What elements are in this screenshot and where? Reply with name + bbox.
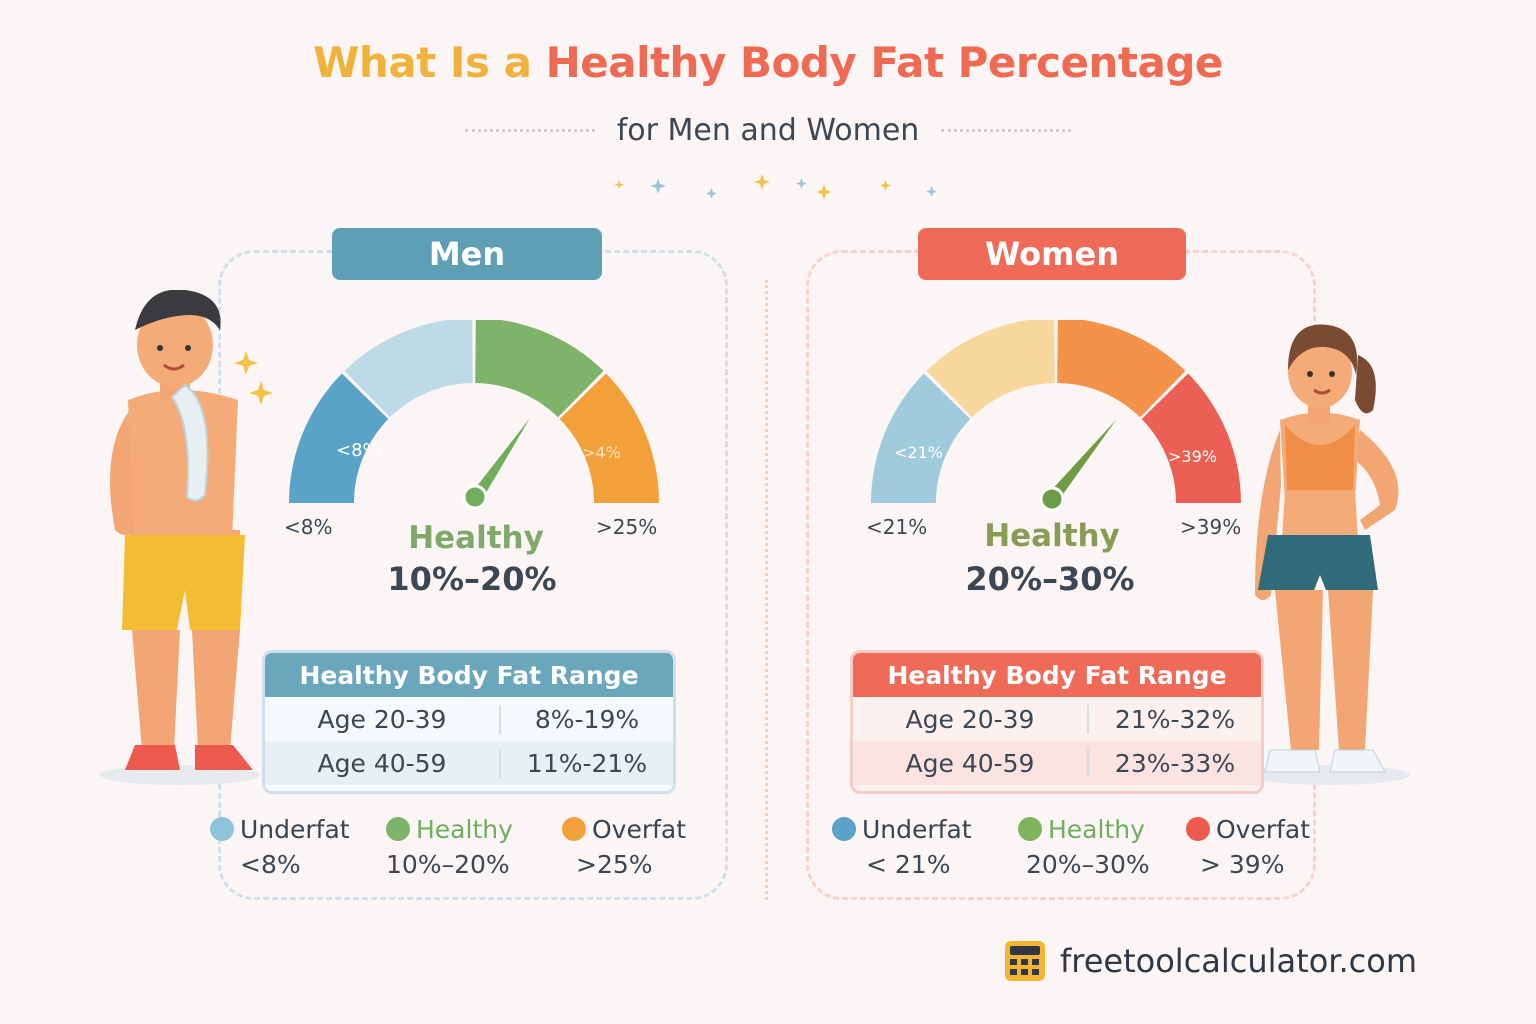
men-header: Men xyxy=(332,228,602,280)
legend-label: Underfat xyxy=(862,814,972,844)
men-gauge: <8% >4% xyxy=(289,320,659,510)
men-gauge-segment-3 xyxy=(475,320,604,418)
women-gauge-hub xyxy=(1039,486,1065,512)
man-illustration xyxy=(100,290,260,785)
legend-value: >25% xyxy=(576,850,653,879)
legend-item-underfat: Underfat < 21% xyxy=(832,812,1018,879)
legend-label: Overfat xyxy=(1216,814,1311,844)
table-row: Age 40-59 11%-21% xyxy=(265,741,673,785)
legend-label: Overfat xyxy=(592,814,687,844)
legend-value: > 39% xyxy=(1200,850,1285,879)
legend-value: 20%–30% xyxy=(1026,850,1150,879)
men-gauge-max-label: >25% xyxy=(596,515,658,539)
title-part-1: What Is a xyxy=(313,38,546,87)
women-gauge-max-label: >39% xyxy=(1180,515,1242,539)
age-cell: Age 20-39 xyxy=(265,704,501,734)
range-cell: 23%-33% xyxy=(1114,748,1236,778)
women-legend: Underfat < 21% Healthy 20%–30% Overfat >… xyxy=(832,812,1336,879)
men-legend: Underfat <8% Healthy 10%–20% Overfat >25… xyxy=(206,812,692,879)
legend-value: <8% xyxy=(240,850,301,879)
men-gauge-needle xyxy=(470,418,530,503)
men-gauge-segments xyxy=(289,320,659,503)
legend-label: Healthy xyxy=(416,814,513,844)
age-cell: Age 40-59 xyxy=(853,748,1089,778)
brand[interactable]: freetoolcalculator.com xyxy=(1004,940,1417,982)
center-divider xyxy=(765,280,768,900)
title-part-2: Healthy Body Fat Percentage xyxy=(545,38,1224,87)
age-cell: Age 40-59 xyxy=(265,748,501,778)
women-gauge-segment-2 xyxy=(926,320,1055,418)
brand-name: freetoolcalculator.com xyxy=(1060,942,1418,980)
range-cell: 8%-19% xyxy=(534,704,640,734)
underfat-dot-icon xyxy=(210,817,234,841)
men-healthy-range: 10%–20% xyxy=(387,560,557,598)
women-gauge-segment-4 xyxy=(1141,373,1241,503)
men-gauge-right-inner: >4% xyxy=(582,443,621,462)
women-gauge-needle xyxy=(1046,420,1116,504)
table-row: Age 20-39 21%-32% xyxy=(853,697,1261,741)
woman-illustration xyxy=(1250,324,1410,785)
legend-item-underfat: Underfat <8% xyxy=(206,812,386,879)
women-gauge-left-inner: <21% xyxy=(894,443,943,462)
divider-dots-right xyxy=(941,128,1072,132)
men-range-card: Healthy Body Fat Range Age 20-39 8%-19% … xyxy=(262,650,676,794)
sparkles-decoration xyxy=(614,174,937,200)
women-gauge-right-inner: >39% xyxy=(1168,447,1217,466)
women-gauge-segments xyxy=(871,320,1241,503)
page-subtitle: for Men and Women xyxy=(616,112,920,148)
healthy-dot-icon xyxy=(1018,817,1042,841)
table-row: Age 40-59 23%-33% xyxy=(853,741,1261,785)
women-healthy-label: Healthy xyxy=(984,518,1120,554)
women-gauge-min-label: <21% xyxy=(866,515,928,539)
women-range-card-title: Healthy Body Fat Range xyxy=(853,653,1261,697)
men-gauge-left-inner: <8% xyxy=(336,440,380,461)
legend-label: Healthy xyxy=(1048,814,1145,844)
age-cell: Age 20-39 xyxy=(853,704,1089,734)
women-gauge-segment-3 xyxy=(1057,320,1186,418)
underfat-dot-icon xyxy=(832,817,856,841)
divider-dots-left xyxy=(464,128,595,132)
women-range-card: Healthy Body Fat Range Age 20-39 21%-32%… xyxy=(850,650,1264,794)
range-cell: 21%-32% xyxy=(1114,704,1236,734)
men-gauge-min-label: <8% xyxy=(284,515,333,539)
women-gauge-segment-1 xyxy=(871,373,971,503)
women-healthy-range: 20%–30% xyxy=(965,560,1135,598)
men-gauge-hub xyxy=(462,484,488,510)
legend-item-overfat: Overfat > 39% xyxy=(1186,812,1336,879)
table-row: Age 20-39 8%-19% xyxy=(265,697,673,741)
women-gauge: <21% >39% xyxy=(871,320,1241,512)
page-title: What Is a Healthy Body Fat Percentage xyxy=(0,38,1536,87)
legend-item-overfat: Overfat >25% xyxy=(562,812,692,879)
legend-item-healthy: Healthy 20%–30% xyxy=(1018,812,1186,879)
healthy-dot-icon xyxy=(386,817,410,841)
overfat-dot-icon xyxy=(1186,817,1210,841)
subtitle-row: for Men and Women xyxy=(0,110,1536,150)
men-gauge-segment-1 xyxy=(289,373,389,503)
men-gauge-segment-2 xyxy=(344,320,473,418)
calculator-icon xyxy=(1005,941,1045,981)
legend-label: Underfat xyxy=(240,814,350,844)
sparkle-icon xyxy=(234,351,273,405)
men-range-card-title: Healthy Body Fat Range xyxy=(265,653,673,697)
legend-value: 10%–20% xyxy=(386,850,510,879)
legend-item-healthy: Healthy 10%–20% xyxy=(386,812,562,879)
overfat-dot-icon xyxy=(562,817,586,841)
legend-value: < 21% xyxy=(866,850,951,879)
men-healthy-label: Healthy xyxy=(408,520,544,556)
range-cell: 11%-21% xyxy=(526,748,648,778)
men-gauge-segment-4 xyxy=(559,373,659,503)
women-header: Women xyxy=(918,228,1186,280)
